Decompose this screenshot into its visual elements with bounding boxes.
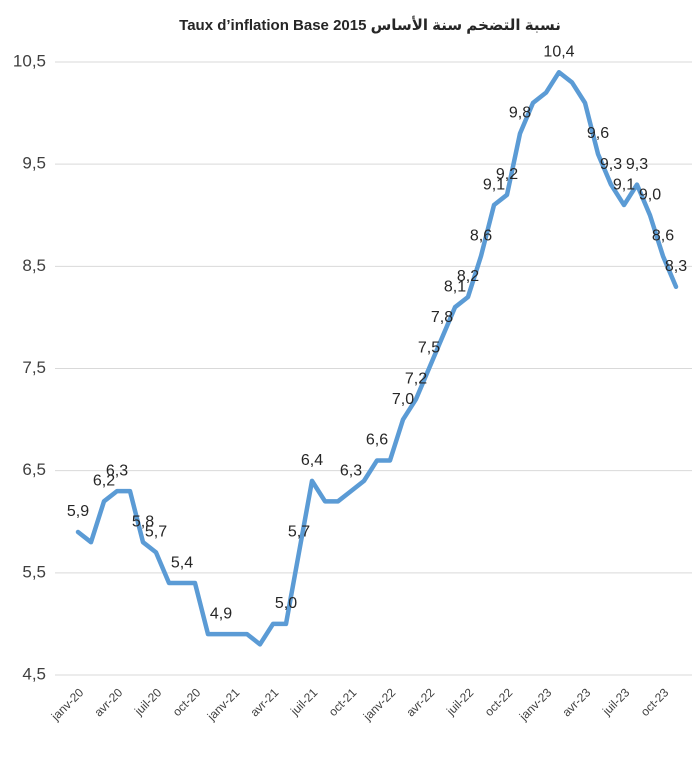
- x-tick-label: janv-21: [204, 685, 243, 724]
- x-tick-label: janv-20: [48, 685, 87, 724]
- data-label: 8,6: [652, 227, 674, 244]
- data-label: 6,2: [93, 473, 115, 490]
- y-tick-label: 6,5: [22, 460, 46, 479]
- x-tick-label: oct-23: [638, 685, 672, 719]
- x-tick-label: janv-22: [360, 685, 399, 724]
- data-label: 9,1: [613, 176, 635, 193]
- data-label: 8,6: [470, 227, 492, 244]
- line-series: [75, 69, 679, 647]
- x-tick-label: avr-23: [559, 685, 593, 719]
- x-tick-label: oct-21: [326, 685, 360, 719]
- data-label: 5,7: [145, 524, 167, 541]
- data-label: 9,6: [587, 125, 609, 142]
- data-label: 7,5: [418, 340, 440, 357]
- x-tick-label: avr-22: [403, 685, 437, 719]
- x-tick-label: juil-22: [443, 685, 476, 718]
- data-label: 8,1: [444, 278, 466, 295]
- data-label: 6,6: [366, 432, 388, 449]
- y-tick-label: 8,5: [22, 256, 46, 275]
- y-tick-label: 5,5: [22, 562, 46, 581]
- x-tick-label: avr-20: [91, 685, 125, 719]
- data-label: 9,0: [639, 186, 661, 203]
- x-tick-label: avr-21: [247, 685, 281, 719]
- data-label: 6,3: [340, 462, 362, 479]
- data-label: 7,2: [405, 370, 427, 387]
- x-tick-label: oct-22: [482, 685, 516, 719]
- data-label: 9,2: [496, 166, 518, 183]
- y-tick-label: 4,5: [22, 664, 46, 683]
- data-label: 10,4: [543, 43, 574, 60]
- chart-title: Taux d’inflation Base 2015 نسبة التضخم س…: [179, 16, 561, 34]
- data-label: 8,3: [665, 258, 687, 275]
- y-tick-label: 9,5: [22, 154, 46, 173]
- data-label: 9,3: [600, 156, 622, 173]
- x-tick-label: juil-23: [599, 685, 632, 718]
- y-tick-label: 10,5: [13, 51, 46, 70]
- x-tick-label: janv-23: [516, 685, 555, 724]
- data-label: 5,9: [67, 503, 89, 520]
- data-label: 5,4: [171, 554, 193, 571]
- data-label: 7,0: [392, 391, 414, 408]
- data-label: 6,4: [301, 452, 323, 469]
- data-label: 9,3: [626, 156, 648, 173]
- data-label: 5,0: [275, 595, 297, 612]
- x-tick-label: oct-20: [170, 685, 204, 719]
- data-label: 9,1: [483, 176, 505, 193]
- x-tick-label: juil-21: [287, 685, 320, 718]
- data-label: 9,8: [509, 105, 531, 122]
- y-tick-label: 7,5: [22, 358, 46, 377]
- x-tick-label: juil-20: [131, 685, 164, 718]
- data-label: 5,7: [288, 524, 310, 541]
- data-label: 8,2: [457, 268, 479, 285]
- data-label: 7,8: [431, 309, 453, 326]
- data-label: 6,3: [106, 462, 128, 479]
- data-label: 4,9: [210, 605, 232, 622]
- data-label: 5,8: [132, 513, 154, 530]
